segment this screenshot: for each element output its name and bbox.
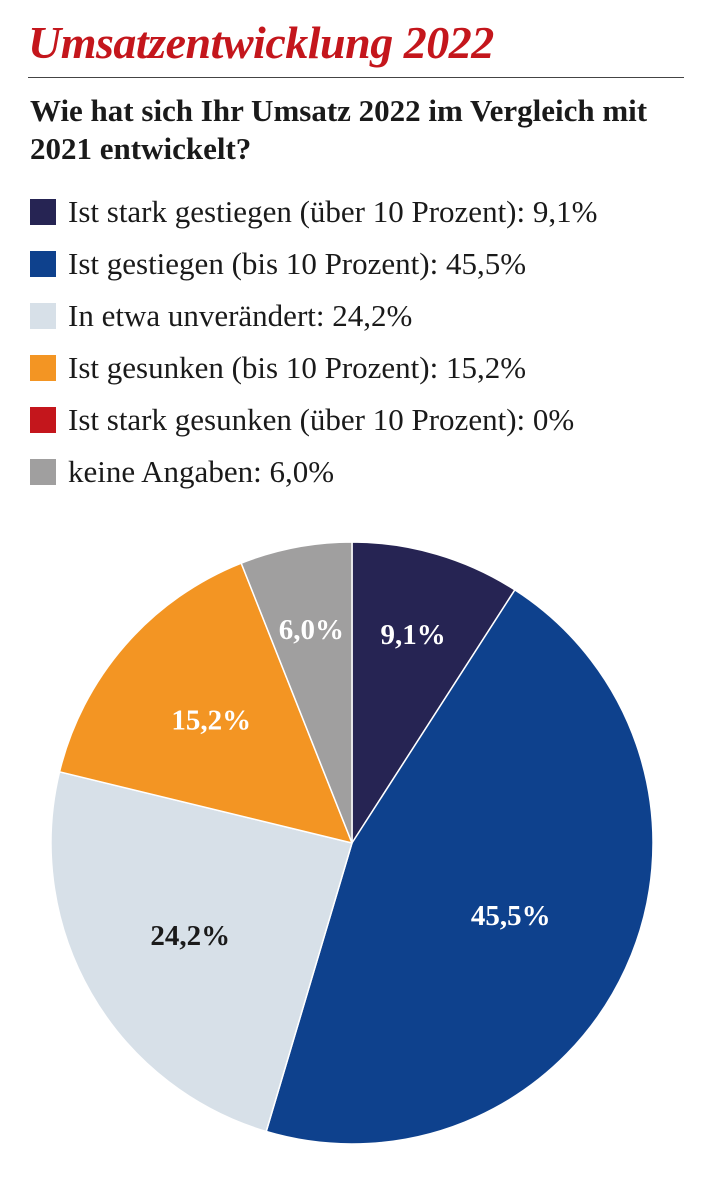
pie-chart-area: 9,1% 45,5% 24,2% 15,2% 6,0% (0, 520, 702, 1170)
legend-item-stark-gestiegen: Ist stark gestiegen (über 10 Prozent): 9… (30, 186, 690, 238)
legend-swatch (30, 407, 56, 433)
legend-label: Ist gesunken (bis 10 Prozent): 15,2% (68, 350, 527, 385)
pie-slice-ist-gestiegen-bis-10-prozent (265, 589, 654, 1145)
legend-swatch (30, 459, 56, 485)
legend-item-stark-gesunken: Ist stark gesunken (über 10 Prozent): 0% (30, 394, 690, 446)
legend-item-keine-angaben: keine Angaben: 6,0% (30, 446, 690, 498)
pie-slice-ist-stark-gestiegen-ueber-10-prozent (351, 541, 516, 844)
legend-label: Ist gestiegen (bis 10 Prozent): 45,5% (68, 246, 527, 281)
legend-label: Ist stark gesunken (über 10 Prozent): 0% (68, 402, 575, 437)
legend-swatch (30, 251, 56, 277)
pie-slice-keine-angaben (240, 541, 353, 844)
chart-subtitle: Wie hat sich Ihr Umsatz 2022 im Vergleic… (30, 93, 648, 166)
slice-label-ist-gestiegen-bis-10-prozent: 45,5% (471, 900, 551, 932)
legend-swatch (30, 199, 56, 225)
legend-item-unveraendert: In etwa unverändert: 24,2% (30, 290, 690, 342)
legend-label: keine Angaben: 6,0% (68, 454, 335, 489)
slice-label-in-etwa-unveraendert: 24,2% (150, 920, 230, 952)
legend-item-gestiegen: Ist gestiegen (bis 10 Prozent): 45,5% (30, 238, 690, 290)
pie-chart: 9,1% 45,5% 24,2% 15,2% 6,0% (50, 541, 654, 1145)
legend-label: In etwa unverändert: 24,2% (68, 298, 413, 333)
legend: Ist stark gestiegen (über 10 Prozent): 9… (30, 186, 690, 498)
pie-slice-in-etwa-unveraendert (50, 771, 353, 1133)
legend-item-gesunken: Ist gesunken (bis 10 Prozent): 15,2% (30, 342, 690, 394)
slice-label-ist-gesunken-bis-10-prozent: 15,2% (171, 705, 251, 737)
legend-label: Ist stark gestiegen (über 10 Prozent): 9… (68, 194, 598, 229)
slice-label-keine-angaben: 6,0% (279, 614, 344, 646)
legend-swatch (30, 303, 56, 329)
slice-label-ist-stark-gestiegen-ueber-10-prozent: 9,1% (380, 619, 445, 651)
pie-slice-ist-gesunken-bis-10-prozent (58, 562, 353, 844)
chart-title: Umsatzentwicklung 2022 (28, 17, 494, 68)
legend-swatch (30, 355, 56, 381)
title-divider (28, 77, 684, 78)
